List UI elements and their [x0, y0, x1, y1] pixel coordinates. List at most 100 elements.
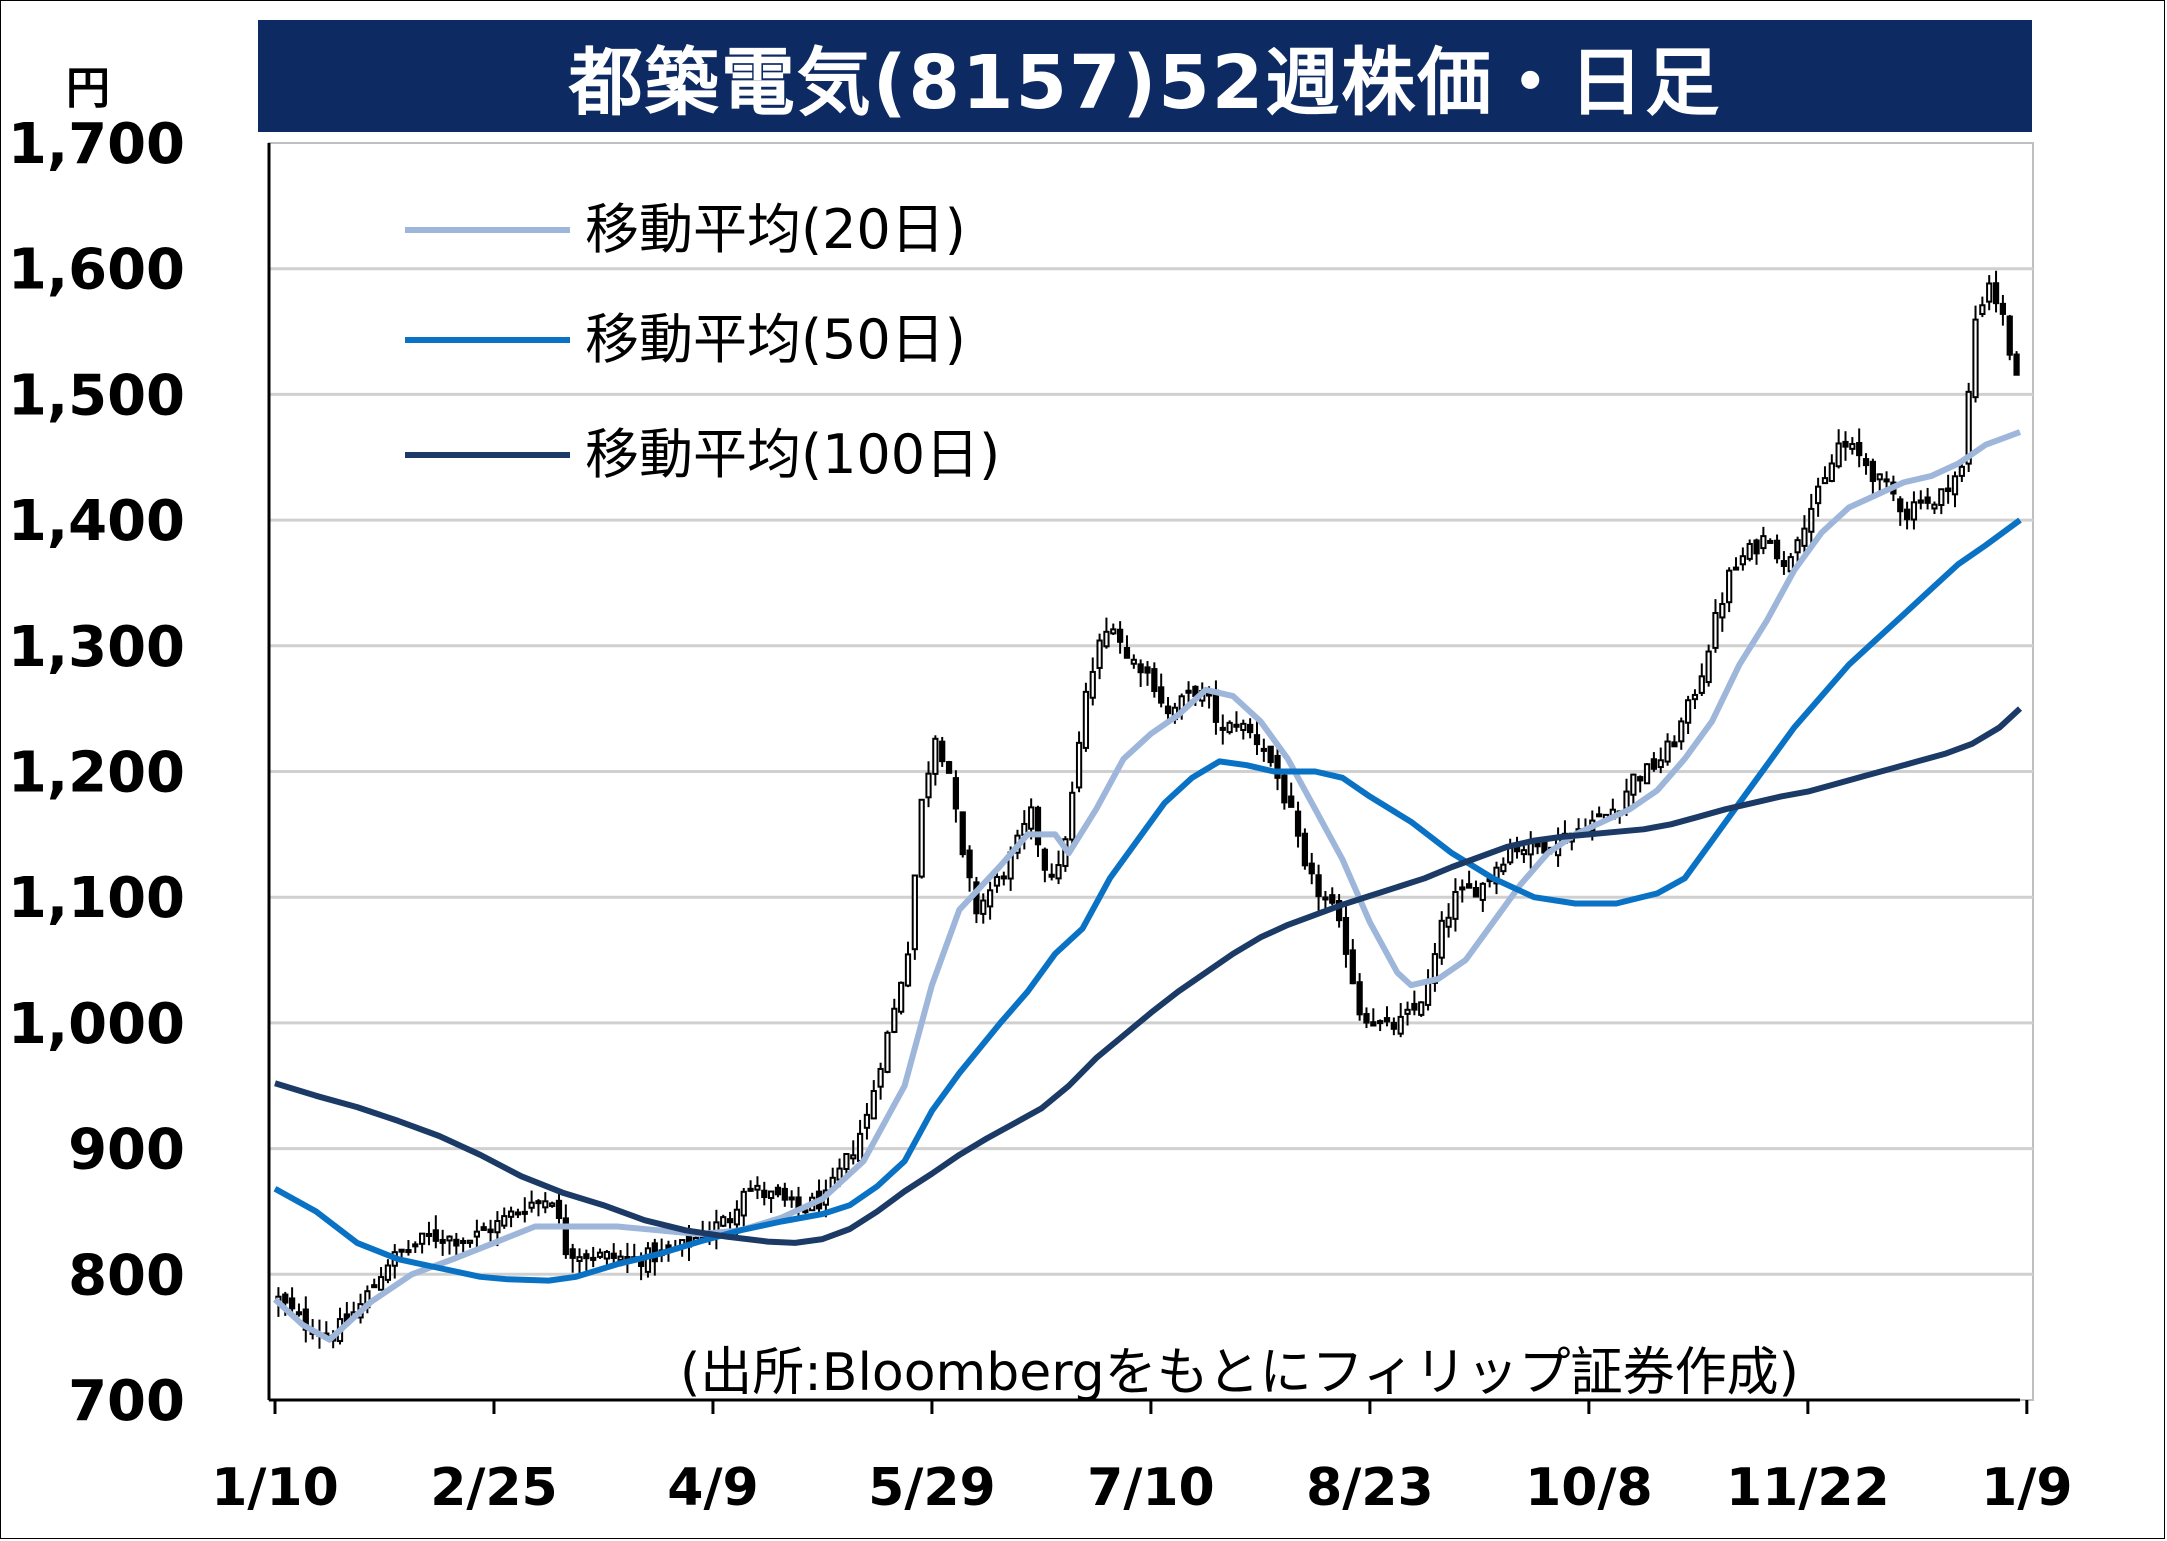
candle-body: [295, 1311, 303, 1316]
candle-body: [1780, 560, 1788, 567]
candle-body: [726, 1218, 734, 1224]
candle-body: [528, 1201, 535, 1209]
y-tick-label: 1,200: [8, 741, 185, 806]
candle-body: [1089, 670, 1096, 699]
candle-body: [1411, 1002, 1418, 1011]
candle-body: [1144, 666, 1151, 674]
candle-body: [1794, 539, 1801, 554]
y-tick-label: 1,400: [8, 489, 185, 554]
candle-body: [945, 761, 953, 774]
candle-body: [1972, 318, 1979, 399]
candle-body: [1767, 539, 1774, 544]
candle-body: [1684, 699, 1692, 724]
candle-body: [993, 875, 1001, 887]
y-tick-label: 800: [68, 1243, 185, 1308]
candle-body: [733, 1208, 741, 1226]
candle-body: [288, 1297, 296, 1310]
candle-body: [1363, 1013, 1370, 1024]
candle-body: [282, 1293, 289, 1304]
candle-body: [1951, 475, 1959, 496]
candle-body: [610, 1252, 617, 1259]
candle-body: [1945, 487, 1952, 493]
legend-label: 移動平均(100日): [585, 423, 1000, 486]
candle-body: [1383, 1017, 1391, 1023]
candle-body: [966, 849, 973, 879]
candle-body: [1158, 686, 1165, 704]
candle-body: [911, 874, 918, 951]
candle-body: [1240, 722, 1247, 732]
y-tick-label: 1,700: [8, 112, 185, 177]
candle-body: [1185, 689, 1192, 694]
candle-body: [562, 1217, 569, 1256]
candle-body: [1370, 1021, 1377, 1027]
candle-body: [1746, 542, 1753, 560]
candle-body: [1000, 875, 1007, 880]
candle-body: [439, 1238, 446, 1244]
candle-body: [1069, 791, 1076, 841]
ma-line-1: [273, 517, 2022, 1284]
candle-body: [939, 740, 946, 763]
candle-body: [850, 1154, 857, 1160]
candle-body: [774, 1186, 782, 1196]
candle-body: [494, 1219, 501, 1234]
candle-body: [583, 1253, 590, 1260]
candle-body: [1123, 647, 1131, 659]
candle-body: [590, 1256, 597, 1261]
y-tick-label: 1,500: [8, 363, 185, 428]
candle-body: [925, 772, 932, 799]
candle-body: [542, 1200, 549, 1209]
candle-body: [446, 1235, 453, 1242]
candle-body: [891, 1007, 898, 1033]
candle-body: [1103, 630, 1110, 648]
candle-body: [405, 1249, 412, 1254]
y-tick-label: 900: [68, 1118, 185, 1183]
candle-body: [980, 899, 987, 915]
candle-body: [1281, 774, 1288, 804]
x-tick-label: 5/29: [868, 1458, 996, 1518]
candle-body: [432, 1229, 439, 1242]
candle-body: [1657, 759, 1664, 769]
candle-body: [1876, 473, 1883, 481]
legend-label: 移動平均(20日): [585, 198, 966, 261]
candle-body: [1958, 465, 1965, 477]
candle-body: [617, 1255, 624, 1261]
candle-body: [1397, 1015, 1404, 1035]
candle-body: [1274, 754, 1281, 779]
x-axis: 1/10 2/25 4/9 5/29 7/10 8/23 10/8 11/22 1/9: [211, 143, 2073, 1518]
candle-body: [1301, 832, 1309, 867]
candle-body: [1986, 282, 1993, 303]
candle-body: [761, 1189, 768, 1199]
candle-body: [460, 1239, 467, 1244]
legend: 移動平均(20日) 移動平均(50日) 移動平均(100日): [405, 198, 1000, 486]
candle-body: [1760, 535, 1767, 550]
x-tick-label: 7/10: [1087, 1458, 1215, 1518]
candle-body: [1308, 862, 1315, 875]
candle-body: [781, 1187, 788, 1201]
candle-body: [1801, 527, 1808, 547]
y-axis: 700 800 900 1,000 1,100 1,200 1,300 1,400 1,500 1…: [8, 112, 185, 1434]
candle-body: [1808, 507, 1815, 533]
candle-body: [1219, 726, 1226, 731]
candle-body: [1110, 628, 1117, 635]
candle-body: [1431, 953, 1439, 984]
chart-title: 都築電気(8157)52週株価・日足: [568, 39, 1722, 126]
candle-body: [1753, 539, 1760, 555]
candle-body: [1466, 883, 1473, 889]
candle-body: [898, 981, 905, 1013]
y-tick-label: 1,000: [8, 992, 185, 1057]
candle-body: [1678, 720, 1685, 743]
candle-body: [1992, 282, 2000, 305]
candle-body: [1999, 302, 2007, 315]
candle-body: [1938, 488, 1945, 507]
candle-body: [419, 1232, 426, 1245]
candle-body: [870, 1090, 877, 1120]
candle-body: [2006, 315, 2013, 356]
candle-body: [1226, 721, 1233, 734]
candle-body: [1541, 840, 1548, 854]
candle-body: [1719, 603, 1726, 619]
candle-body: [555, 1199, 563, 1220]
candle-body: [603, 1250, 611, 1260]
candle-body: [535, 1200, 542, 1205]
candle-body: [1739, 555, 1746, 566]
candle-body: [1137, 663, 1144, 674]
